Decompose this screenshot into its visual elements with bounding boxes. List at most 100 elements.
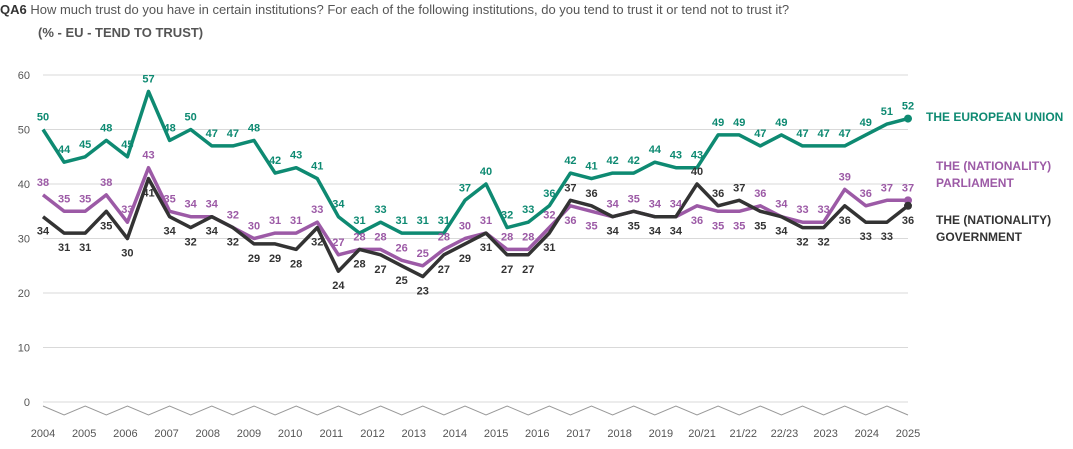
government-data-label: 36 xyxy=(902,215,914,227)
government-data-label: 29 xyxy=(459,253,471,265)
eu-data-label: 31 xyxy=(396,215,408,227)
parliament-legend-label: PARLIAMENT xyxy=(936,176,1014,190)
y-tick-label: 20 xyxy=(18,288,30,300)
question-code: QA6 xyxy=(0,2,27,17)
y-tick-label: 30 xyxy=(18,234,30,246)
x-tick-label: 2015 xyxy=(484,428,508,440)
x-tick-label: 2005 xyxy=(72,428,96,440)
government-data-label: 41 xyxy=(142,188,154,200)
eu-data-label: 37 xyxy=(459,182,471,194)
government-data-label: 36 xyxy=(839,215,851,227)
government-data-label: 32 xyxy=(311,237,323,249)
parliament-data-label: 33 xyxy=(121,204,133,216)
x-tick-label: 2013 xyxy=(401,428,425,440)
parliament-data-label: 35 xyxy=(79,193,91,205)
parliament-data-label: 32 xyxy=(543,210,555,222)
eu-data-label: 49 xyxy=(860,117,872,129)
x-tick-label: 2016 xyxy=(525,428,549,440)
parliament-data-label: 35 xyxy=(58,193,70,205)
eu-data-label: 43 xyxy=(691,150,703,162)
x-tick-label: 2023 xyxy=(813,428,837,440)
government-end-point xyxy=(904,201,912,210)
government-data-label: 27 xyxy=(522,264,534,276)
government-data-label: 34 xyxy=(775,226,788,238)
parliament-data-label: 28 xyxy=(522,231,534,243)
parliament-line xyxy=(41,165,908,268)
government-line xyxy=(41,176,910,279)
parliament-data-label: 36 xyxy=(691,215,703,227)
government-data-label: 34 xyxy=(206,226,219,238)
government-data-label: 31 xyxy=(58,242,70,254)
eu-data-label: 47 xyxy=(796,128,808,140)
government-data-label: 32 xyxy=(185,237,197,249)
parliament-data-label: 28 xyxy=(374,231,386,243)
x-tick-label: 2018 xyxy=(607,428,631,440)
eu-data-label: 31 xyxy=(353,215,365,227)
eu-data-label: 34 xyxy=(332,199,345,211)
parliament-data-label: 34 xyxy=(670,199,683,211)
government-legend-label: THE (NATIONALITY) xyxy=(936,213,1051,227)
parliament-data-label: 35 xyxy=(585,220,597,232)
eu-data-label: 57 xyxy=(142,73,154,85)
eu-data-label: 32 xyxy=(501,210,513,222)
y-tick-label: 50 xyxy=(18,125,30,137)
parliament-data-label: 31 xyxy=(290,215,302,227)
parliament-data-label: 31 xyxy=(480,215,492,227)
parliament-data-label: 35 xyxy=(163,193,175,205)
eu-data-label: 36 xyxy=(543,188,555,200)
parliament-data-label: 27 xyxy=(332,237,344,249)
x-tick-label: 2010 xyxy=(278,428,302,440)
x-tick-label: 22/23 xyxy=(771,428,799,440)
government-data-label: 32 xyxy=(227,237,239,249)
government-data-label: 37 xyxy=(564,182,576,194)
government-data-label: 25 xyxy=(396,275,408,287)
parliament-data-label: 34 xyxy=(649,199,662,211)
x-tick-label: 2025 xyxy=(896,428,920,440)
eu-data-label: 31 xyxy=(417,215,429,227)
parliament-data-label: 34 xyxy=(185,199,198,211)
x-tick-label: 2024 xyxy=(855,428,879,440)
eu-data-label: 47 xyxy=(839,128,851,140)
eu-data-label: 43 xyxy=(290,150,302,162)
parliament-data-label: 38 xyxy=(37,177,49,189)
government-data-label: 37 xyxy=(733,182,745,194)
parliament-data-label: 28 xyxy=(353,231,365,243)
parliament-data-label: 32 xyxy=(227,210,239,222)
eu-data-label: 41 xyxy=(585,161,597,173)
government-data-label: 24 xyxy=(332,280,345,292)
parliament-data-label: 34 xyxy=(607,199,620,211)
government-data-label: 33 xyxy=(860,231,872,243)
eu-data-label: 42 xyxy=(269,155,281,167)
government-data-label: 32 xyxy=(796,237,808,249)
parliament-data-label: 36 xyxy=(754,188,766,200)
eu-data-label: 43 xyxy=(670,150,682,162)
eu-data-label: 48 xyxy=(248,122,260,134)
government-legend-label: GOVERNMENT xyxy=(936,230,1023,244)
eu-data-label: 42 xyxy=(607,155,619,167)
eu-data-label: 49 xyxy=(775,117,787,129)
eu-data-label: 45 xyxy=(79,139,91,151)
government-data-label: 29 xyxy=(269,253,281,265)
government-data-label: 27 xyxy=(501,264,513,276)
eu-data-label: 47 xyxy=(206,128,218,140)
y-tick-label: 40 xyxy=(18,179,30,191)
parliament-data-label: 35 xyxy=(712,220,724,232)
eu-data-label: 48 xyxy=(163,122,175,134)
eu-data-label: 50 xyxy=(37,112,49,124)
government-data-label: 35 xyxy=(100,220,112,232)
parliament-legend-label: THE (NATIONALITY) xyxy=(936,159,1051,173)
parliament-data-label: 28 xyxy=(501,231,513,243)
parliament-data-label: 35 xyxy=(628,193,640,205)
government-data-label: 31 xyxy=(480,242,492,254)
eu-data-label: 31 xyxy=(438,215,450,227)
government-data-label: 36 xyxy=(712,188,724,200)
government-data-label: 32 xyxy=(817,237,829,249)
eu-data-label: 42 xyxy=(628,155,640,167)
question-text: How much trust do you have in certain in… xyxy=(30,2,790,17)
government-data-label: 31 xyxy=(543,242,555,254)
parliament-data-label: 39 xyxy=(839,171,851,183)
x-tick-label: 2019 xyxy=(649,428,673,440)
parliament-data-label: 36 xyxy=(564,215,576,227)
eu-data-label: 33 xyxy=(522,204,534,216)
